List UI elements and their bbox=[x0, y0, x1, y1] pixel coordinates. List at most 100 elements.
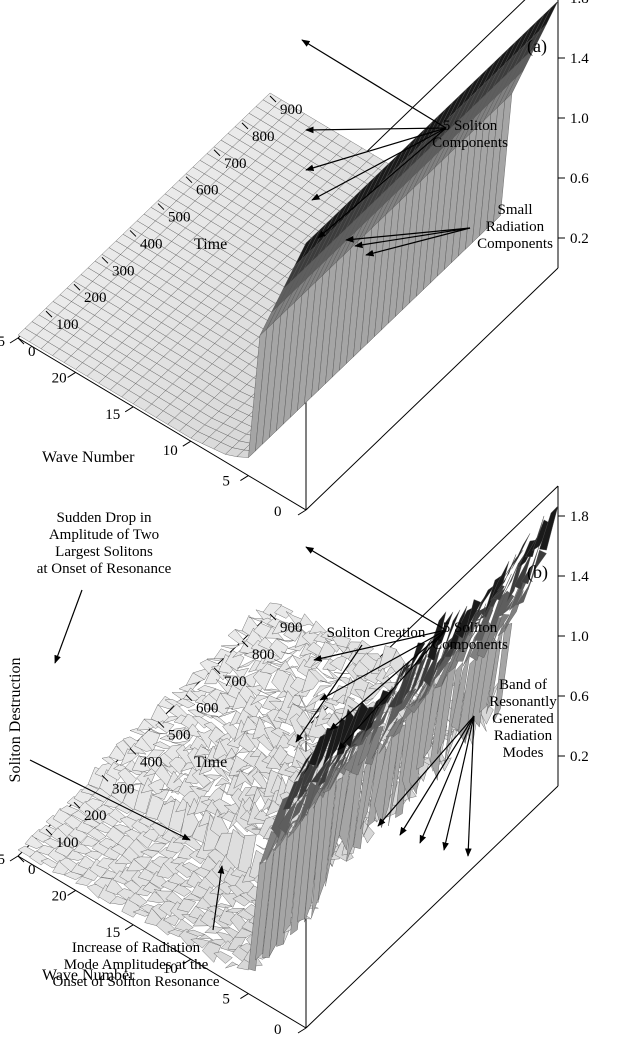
wave-number-tick bbox=[297, 509, 307, 516]
surface-cell bbox=[233, 768, 253, 789]
surface-cell bbox=[73, 788, 93, 805]
amplitude-tick-label: 0.2 bbox=[570, 231, 589, 247]
surface-cell bbox=[170, 857, 190, 865]
surface-cell bbox=[273, 654, 293, 665]
surface-cell bbox=[130, 869, 150, 890]
surface-cell bbox=[274, 605, 294, 619]
surface-cell bbox=[156, 862, 176, 879]
surface-cell bbox=[250, 694, 270, 706]
surface-cell bbox=[225, 650, 245, 672]
surface bbox=[17, 0, 559, 459]
panel-b: 0 5 10 15 20 25 0 100 200 300 400 500 600 700 800 900 0.… bbox=[0, 485, 589, 1038]
surface-cell bbox=[262, 651, 282, 664]
annotation-line: Band of bbox=[499, 677, 547, 693]
annotation-text: 5 Soliton Components bbox=[432, 118, 508, 151]
surface-cell bbox=[462, 599, 482, 644]
time-tick bbox=[157, 203, 165, 210]
time-axis-title: Time bbox=[194, 754, 227, 771]
surface-cell bbox=[539, 505, 559, 551]
surface-cell bbox=[152, 741, 173, 749]
amplitude-tick-label: 1.0 bbox=[570, 111, 589, 127]
annotation-arrow bbox=[337, 629, 447, 751]
wave-number-tick bbox=[9, 855, 19, 862]
annotation-arrow bbox=[212, 865, 225, 931]
annotation-arrow bbox=[377, 715, 475, 827]
annotation-line: Generated bbox=[492, 711, 554, 727]
annotation-arrow bbox=[399, 715, 475, 836]
surface-cell bbox=[197, 685, 217, 694]
surface-cell bbox=[527, 549, 547, 590]
surface-cell bbox=[127, 742, 147, 755]
wave-number-tick-label: 0 bbox=[274, 1022, 282, 1038]
time-tick bbox=[213, 149, 221, 157]
surface-cell bbox=[430, 672, 450, 781]
wave-number-tick-label: 5 bbox=[222, 474, 230, 490]
time-tick bbox=[157, 721, 165, 728]
surface-cell bbox=[259, 663, 280, 674]
surface-cell bbox=[310, 759, 330, 783]
time-tick-label: 500 bbox=[168, 210, 191, 226]
wave-number-tick bbox=[182, 958, 192, 965]
time-tick bbox=[241, 122, 249, 130]
wave-number-tick bbox=[9, 337, 19, 344]
surface-cell bbox=[320, 679, 339, 685]
surface-cell bbox=[444, 661, 464, 764]
time-tick bbox=[213, 667, 221, 675]
surface-cell bbox=[476, 584, 496, 614]
amplitude-tick-label: 1.8 bbox=[570, 509, 589, 525]
surface-cell bbox=[215, 932, 236, 945]
time-tick-label: 800 bbox=[252, 129, 275, 145]
surface-cell bbox=[243, 651, 264, 660]
time-tick bbox=[185, 694, 193, 702]
time-tick bbox=[17, 855, 25, 863]
surface-cell bbox=[191, 768, 211, 788]
time-tick-label: 900 bbox=[280, 620, 303, 636]
surface-cell bbox=[134, 735, 154, 752]
time-tick-label: 700 bbox=[224, 156, 247, 172]
wave-number-axis-title: Wave Number bbox=[42, 449, 135, 466]
surface-cell bbox=[232, 895, 252, 907]
surface-cell bbox=[283, 811, 303, 934]
surface-cell bbox=[427, 611, 447, 662]
time-tick-label: 0 bbox=[28, 862, 36, 878]
wave-number-tick-label: 15 bbox=[105, 407, 120, 423]
surface-cell bbox=[176, 698, 196, 709]
annotation-line: Onset of Soliton Resonance bbox=[52, 974, 219, 990]
annotation-arrow bbox=[365, 227, 471, 257]
surface-cell bbox=[164, 699, 185, 708]
annotation-line: at Onset of Resonance bbox=[37, 561, 172, 577]
annotation-arrow bbox=[419, 715, 475, 844]
surface-cell bbox=[354, 639, 375, 655]
surface-cell bbox=[61, 833, 81, 848]
time-tick-label: 400 bbox=[140, 754, 163, 770]
surface-cell bbox=[237, 834, 257, 875]
surface-cell bbox=[68, 827, 88, 843]
wave-number-tick bbox=[67, 889, 76, 896]
annotation-arrow bbox=[442, 715, 475, 851]
surface-cell bbox=[294, 751, 314, 782]
time-tick bbox=[101, 774, 109, 782]
surface-cell bbox=[202, 941, 222, 963]
surface-cell bbox=[248, 861, 268, 972]
surface-cell bbox=[329, 653, 349, 672]
surface-cell bbox=[202, 814, 222, 851]
surface-cell bbox=[236, 658, 256, 669]
surface-cell bbox=[133, 856, 153, 870]
time-tick-label: 600 bbox=[196, 701, 219, 717]
annotation-arrow bbox=[319, 629, 447, 701]
wave-number-tick bbox=[240, 475, 249, 482]
surface-cell bbox=[396, 688, 417, 714]
surface-cell bbox=[364, 726, 384, 765]
surface-cell bbox=[497, 554, 517, 591]
time-tick bbox=[45, 310, 53, 318]
surface-cell bbox=[54, 842, 74, 857]
annotation-arrow bbox=[354, 227, 471, 249]
surface-cell bbox=[308, 669, 328, 683]
time-tick-label: 400 bbox=[140, 236, 163, 252]
wave-number-axis-title: Wave Number bbox=[42, 967, 135, 984]
surface-cell bbox=[171, 740, 191, 746]
wave-number-tick-label: 10 bbox=[163, 961, 178, 977]
surface-cell bbox=[220, 644, 240, 650]
surface-cell bbox=[448, 605, 468, 650]
